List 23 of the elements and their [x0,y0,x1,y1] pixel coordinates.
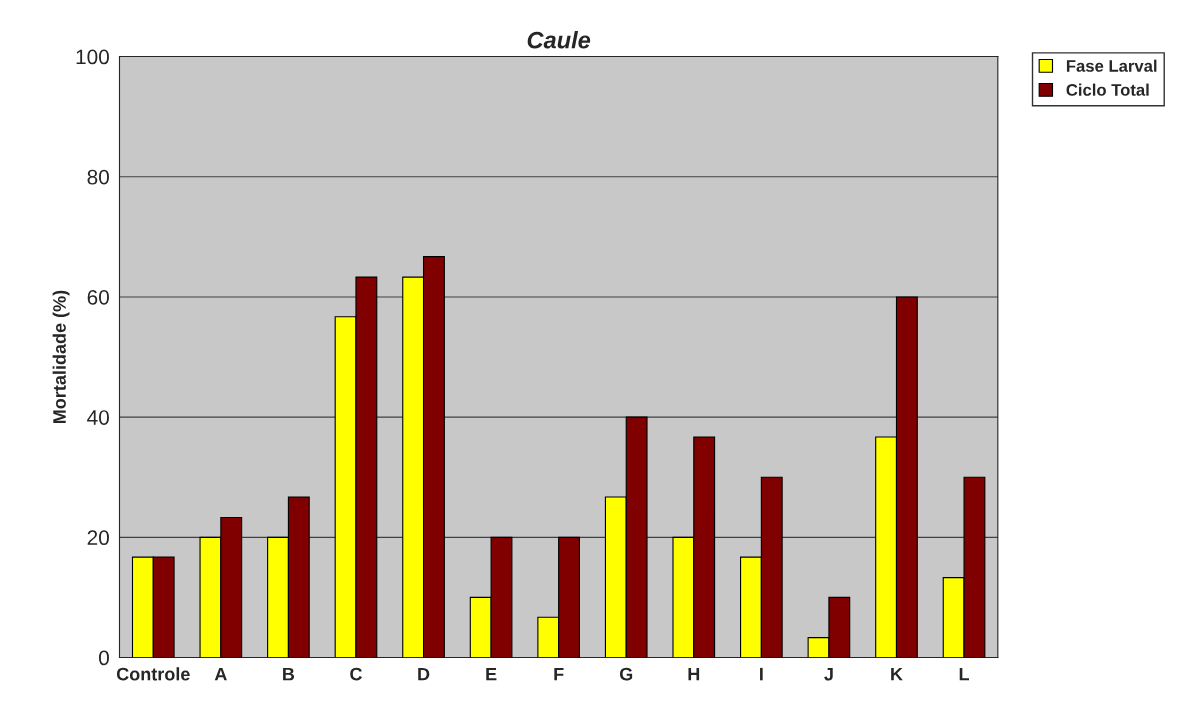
x-tick-label: G [619,667,633,681]
x-tick-label: A [214,667,227,681]
y-axis-title: Mortalidade (%) [52,290,70,424]
x-tick-label: L [959,667,969,681]
y-tick-label: 80 [87,169,109,185]
x-tick-label: J [824,667,833,681]
x-tick-label: D [418,667,430,681]
x-tick-label: I [760,667,763,681]
y-tick-label: 0 [99,650,109,666]
x-tick-label: B [283,667,295,681]
x-tick-label: E [486,667,497,681]
y-tick-label: 20 [87,530,109,546]
legend-label: Fase Larval [1066,59,1157,72]
x-tick-label: H [688,667,700,681]
legend-label: Ciclo Total [1066,83,1149,96]
chart-title: Caule [527,31,591,49]
x-tick-label: Controle [116,667,190,681]
x-tick-label: K [891,667,903,681]
x-tick-label: F [554,667,564,681]
y-tick-label: 60 [87,289,109,305]
y-tick-label: 100 [76,49,109,65]
x-tick-label: C [350,667,362,681]
y-tick-label: 40 [87,410,109,425]
